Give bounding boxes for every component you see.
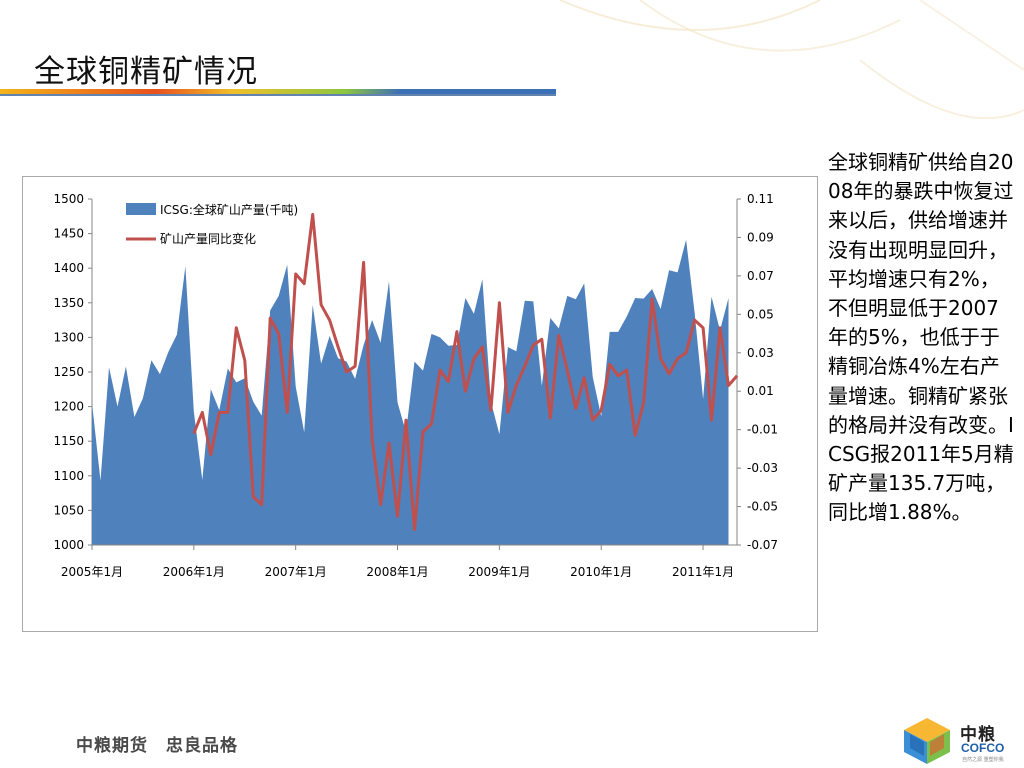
y-left-tick-label: 1500 bbox=[53, 192, 84, 206]
y-left-tick-label: 1050 bbox=[53, 503, 84, 517]
y-right-tick-label: -0.03 bbox=[747, 461, 778, 475]
chart-frame: 1000 1050 1100 1150 1200 1250 1300 1350 1400 1450… bbox=[22, 176, 818, 632]
y-left-tick-label: 1350 bbox=[53, 296, 84, 310]
copper-output-chart: 1000 1050 1100 1150 1200 1250 1300 1350 1400 1450… bbox=[53, 192, 778, 579]
x-tick-label: 2008年1月 bbox=[366, 565, 428, 579]
y-right-tick-label: 0.03 bbox=[747, 346, 774, 360]
x-tick-label: 2005年1月 bbox=[61, 565, 123, 579]
y-left-tick-label: 1000 bbox=[53, 538, 84, 552]
slide-title: 全球铜精矿情况 bbox=[34, 54, 258, 90]
y-right-tick-label: -0.01 bbox=[747, 423, 778, 437]
title-underline-bar bbox=[0, 89, 556, 96]
legend-swatch-area bbox=[126, 203, 156, 215]
legend-label-line: 矿山产量同比变化 bbox=[160, 231, 256, 246]
x-tick-label: 2009年1月 bbox=[468, 565, 530, 579]
x-tick-label: 2011年1月 bbox=[672, 565, 734, 579]
logo-tagline: 自然之源 重塑你我 bbox=[962, 757, 1004, 763]
commentary-text: 全球铜精矿供给自2008年的暴跌中恢复过来以后，供给增速并没有出现明显回升，平均… bbox=[828, 150, 1014, 525]
y-left-tick-label: 1450 bbox=[53, 227, 84, 241]
y-left-tick-label: 1400 bbox=[53, 261, 84, 275]
y-right-tick-label: -0.05 bbox=[747, 500, 778, 514]
x-tick-label: 2006年1月 bbox=[163, 565, 225, 579]
series-area-mine-output bbox=[92, 239, 729, 546]
cofco-logo: 中粮 COFCO 自然之源 重塑你我 bbox=[900, 712, 1024, 768]
logo-text-chinese: 中粮 bbox=[960, 725, 996, 745]
cofco-cube-icon bbox=[904, 718, 950, 764]
y-right-tick-label: 0.07 bbox=[747, 269, 774, 283]
series-line-yoy-change bbox=[192, 212, 739, 532]
y-left-tick-label: 1300 bbox=[53, 330, 84, 344]
y-right-tick-label: -0.07 bbox=[747, 538, 778, 552]
y-right-tick-label: 0.11 bbox=[747, 192, 774, 206]
x-tick-label: 2007年1月 bbox=[265, 565, 327, 579]
y-left-tick-label: 1250 bbox=[53, 365, 84, 379]
y-left-tick-label: 1150 bbox=[53, 434, 84, 448]
y-left-tick-label: 1100 bbox=[53, 469, 84, 483]
y-right-tick-label: 0.01 bbox=[747, 384, 774, 398]
legend-label-area: ICSG:全球矿山产量(千吨) bbox=[160, 202, 298, 217]
x-tick-label: 2010年1月 bbox=[570, 565, 632, 579]
y-right-tick-label: 0.05 bbox=[747, 307, 774, 321]
y-right-tick-label: 0.09 bbox=[747, 230, 774, 244]
y-left-tick-label: 1200 bbox=[53, 400, 84, 414]
logo-text-english: COFCO bbox=[961, 741, 1005, 755]
footer-slogan: 中粮期货 忠良品格 bbox=[76, 736, 238, 756]
